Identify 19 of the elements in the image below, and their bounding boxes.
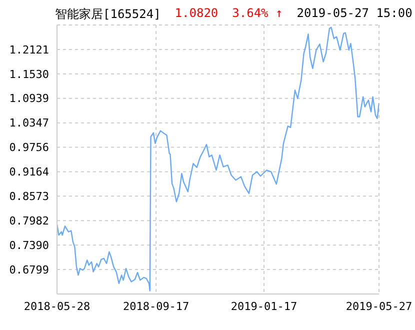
x-tick-label: 2019-05-27 <box>346 300 412 313</box>
x-tick-label: 2018-09-17 <box>122 300 190 313</box>
y-tick-label: 1.0347 <box>9 116 49 130</box>
y-tick-label: 1.0939 <box>9 92 49 106</box>
x-tick-label: 2018-05-28 <box>24 300 90 313</box>
y-tick-label: 1.2121 <box>9 43 49 56</box>
line-series <box>57 26 379 292</box>
y-tick-label: 0.7390 <box>9 239 49 252</box>
text: 3.64% ↑ <box>232 6 283 22</box>
y-tick-label: 0.9756 <box>9 141 49 154</box>
y-tick-label: 0.8573 <box>9 190 49 204</box>
x-tick-label: 2019-01-17 <box>230 300 298 313</box>
y-tick-label: 0.6799 <box>9 263 49 276</box>
y-tick-label: 0.7982 <box>9 214 49 228</box>
text: 1.0820 <box>174 6 218 22</box>
text: 2019-05-27 15:00 <box>296 6 412 22</box>
chart-title: 智能家居[165524] <box>55 6 161 23</box>
y-tick-label: 1.1530 <box>9 68 49 81</box>
y-tick-label: 0.9164 <box>9 166 50 179</box>
